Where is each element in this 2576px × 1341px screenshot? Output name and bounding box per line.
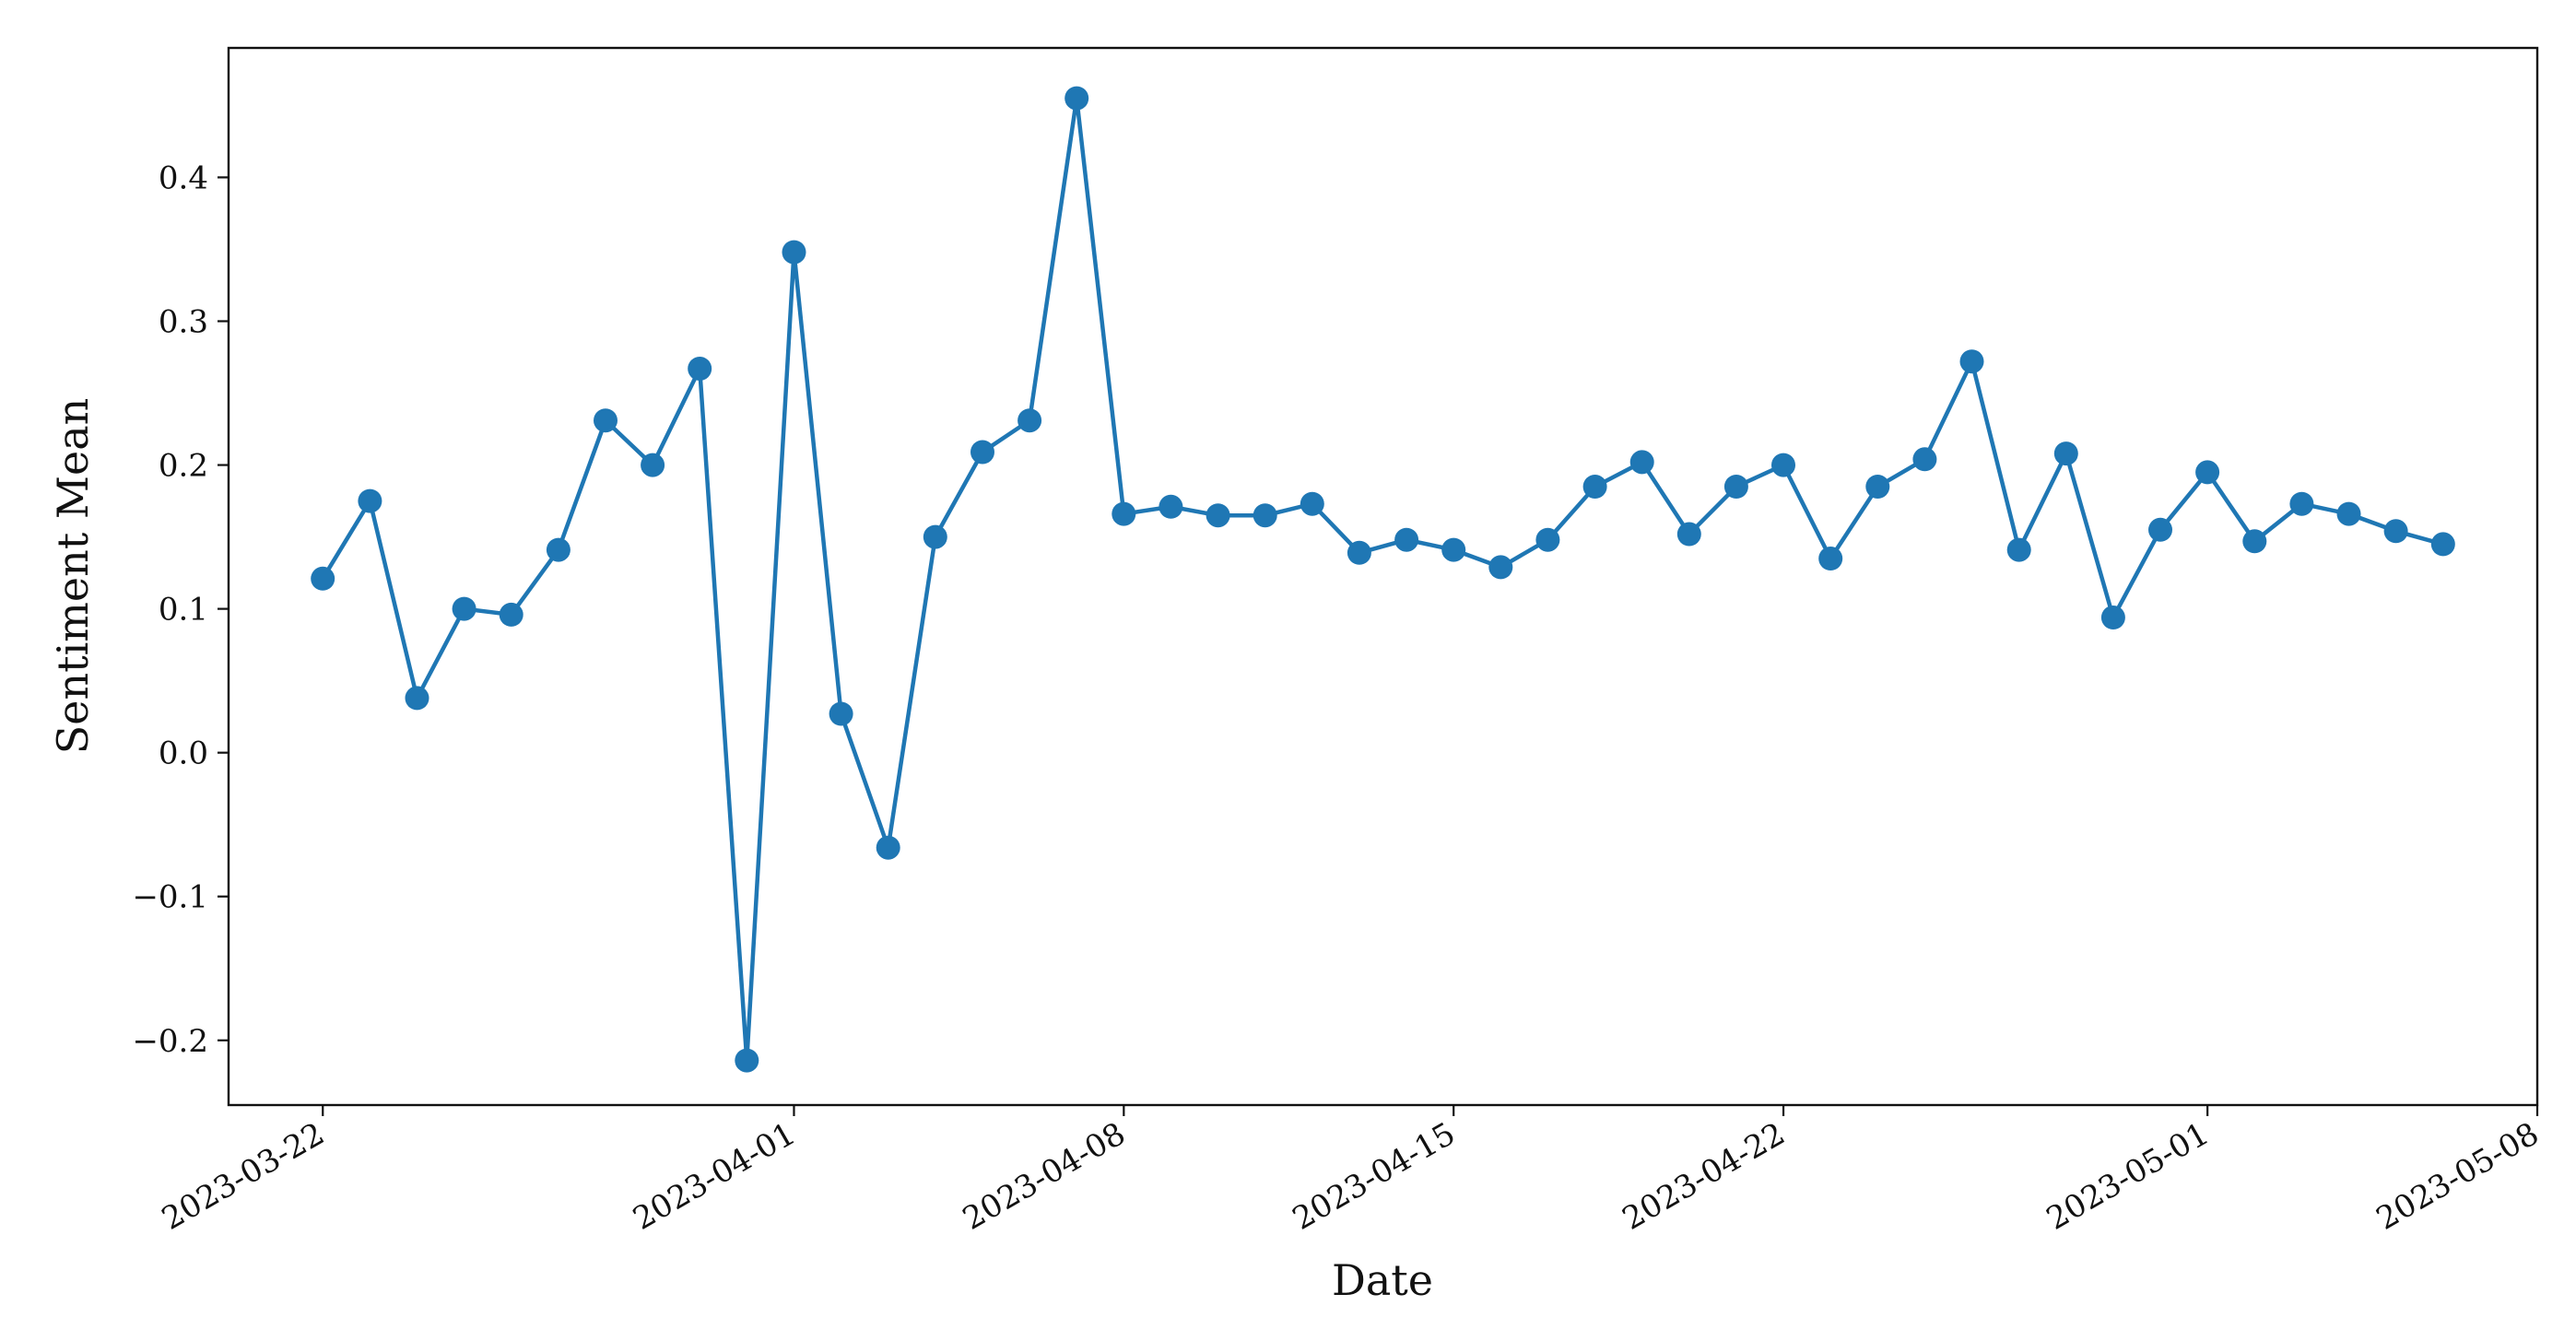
data-point <box>358 488 382 513</box>
data-point <box>405 686 429 711</box>
data-point <box>2289 491 2314 516</box>
data-points <box>311 86 2455 1073</box>
y-axis-title: Sentiment Mean <box>48 398 98 755</box>
data-point <box>1629 450 1654 475</box>
data-point <box>829 701 853 726</box>
x-tick-label: 2023-04-15 <box>1287 1115 1462 1238</box>
y-tick-label: 0.3 <box>159 304 208 341</box>
data-point <box>2053 441 2078 466</box>
data-point <box>1253 503 1277 528</box>
data-point <box>1676 522 1701 547</box>
data-point <box>735 1048 759 1073</box>
data-point <box>2242 529 2267 554</box>
data-point <box>1300 491 1324 516</box>
x-tick-label: 2023-04-22 <box>1617 1115 1792 1238</box>
data-point <box>2430 532 2455 557</box>
data-point <box>1017 408 1042 433</box>
data-point <box>1206 503 1230 528</box>
x-tick-label: 2023-04-01 <box>627 1115 802 1238</box>
x-axis: 2023-03-22 2023-04-01 2023-04-08 2023-04-15… <box>156 1105 2546 1238</box>
y-tick-label: −0.2 <box>132 1023 208 1060</box>
plot-frame <box>227 46 2539 1107</box>
data-point <box>546 537 570 562</box>
data-point <box>2100 606 2125 629</box>
y-tick-label: 0.0 <box>159 735 208 772</box>
data-point <box>876 835 900 860</box>
data-point <box>1959 349 1984 374</box>
data-point <box>1865 475 1890 499</box>
data-point <box>1347 540 1371 565</box>
data-point <box>1441 537 1466 562</box>
data-point <box>1582 475 1607 499</box>
y-tick-label: 0.4 <box>159 159 208 196</box>
data-point <box>2006 537 2031 562</box>
data-point <box>641 453 665 477</box>
data-point <box>1723 475 1748 499</box>
y-tick-label: −0.1 <box>132 879 208 916</box>
x-tick-label: 2023-03-22 <box>156 1115 331 1238</box>
data-point <box>311 566 335 591</box>
data-point <box>688 357 712 381</box>
data-point <box>1488 555 1513 580</box>
data-point <box>594 408 618 433</box>
data-point <box>2148 517 2172 542</box>
y-tick-label: 0.2 <box>159 448 208 485</box>
y-tick-label: 0.1 <box>159 592 208 629</box>
data-point <box>970 440 994 465</box>
data-point <box>1159 494 1183 519</box>
data-point <box>452 596 476 621</box>
data-point <box>1394 527 1419 552</box>
x-axis-title: Date <box>1332 1255 1433 1305</box>
data-point <box>499 602 523 627</box>
data-point <box>1112 501 1136 526</box>
data-point <box>1912 447 1937 472</box>
series-line <box>321 98 2444 1061</box>
data-point <box>2336 501 2361 526</box>
x-tick-label: 2023-04-08 <box>957 1115 1132 1238</box>
x-tick-label: 2023-05-08 <box>2370 1115 2546 1238</box>
data-point <box>2383 519 2408 544</box>
data-point <box>1818 547 1843 571</box>
data-point <box>1535 527 1560 552</box>
x-tick-label: 2023-05-01 <box>2041 1115 2216 1238</box>
data-point <box>2195 460 2220 485</box>
data-point <box>1065 86 1089 111</box>
y-axis: −0.2 −0.1 0.0 0.1 0.2 0.3 0.4 <box>132 159 229 1060</box>
data-point <box>782 240 806 265</box>
data-point <box>1771 453 1795 477</box>
data-point <box>923 524 947 549</box>
